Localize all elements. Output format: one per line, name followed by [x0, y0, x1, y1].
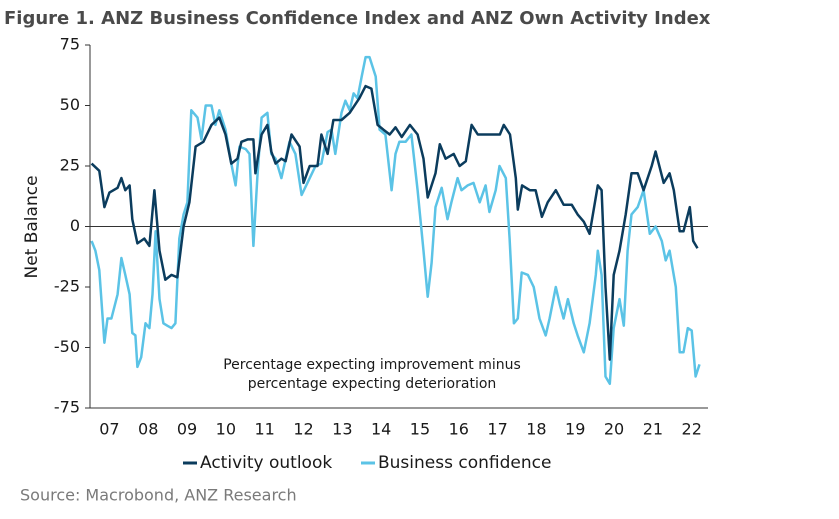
- x-tick-label: 21: [643, 420, 663, 439]
- series-line: [90, 84, 699, 361]
- legend-label: Activity outlook: [200, 453, 332, 473]
- x-tick-label: 15: [410, 420, 430, 439]
- y-axis-label: Net Balance: [22, 175, 42, 278]
- x-tick-label: 11: [255, 420, 275, 439]
- x-tick-label: 14: [371, 420, 391, 439]
- x-tick-label: 08: [138, 420, 158, 439]
- chart-title: Figure 1. ANZ Business Confidence Index …: [4, 8, 711, 29]
- x-tick-label: 10: [216, 420, 236, 439]
- y-tick-label: -75: [54, 398, 80, 417]
- source-note: Source: Macrobond, ANZ Research: [20, 486, 297, 505]
- y-tick-label: -50: [54, 337, 80, 356]
- y-tick-label: 75: [60, 35, 80, 54]
- x-tick-label: 09: [177, 420, 197, 439]
- x-tick-label: 20: [604, 420, 624, 439]
- y-tick-label: 0: [70, 216, 80, 235]
- x-tick-label: 13: [332, 420, 352, 439]
- x-tick-label: 07: [99, 420, 119, 439]
- x-tick-label: 17: [487, 420, 507, 439]
- x-tick-label: 16: [449, 420, 469, 439]
- legend-label: Business confidence: [378, 453, 551, 473]
- x-tick-label: 22: [682, 420, 702, 439]
- y-tick-label: 50: [60, 95, 80, 114]
- annotation: percentage expecting deterioration: [248, 376, 497, 392]
- y-tick-label: 25: [60, 156, 80, 175]
- annotation: Percentage expecting improvement minus: [223, 357, 521, 373]
- x-tick-label: 19: [565, 420, 585, 439]
- y-tick-label: -25: [54, 277, 80, 296]
- x-tick-label: 18: [526, 420, 546, 439]
- series-line: [90, 55, 701, 386]
- x-tick-label: 12: [293, 420, 313, 439]
